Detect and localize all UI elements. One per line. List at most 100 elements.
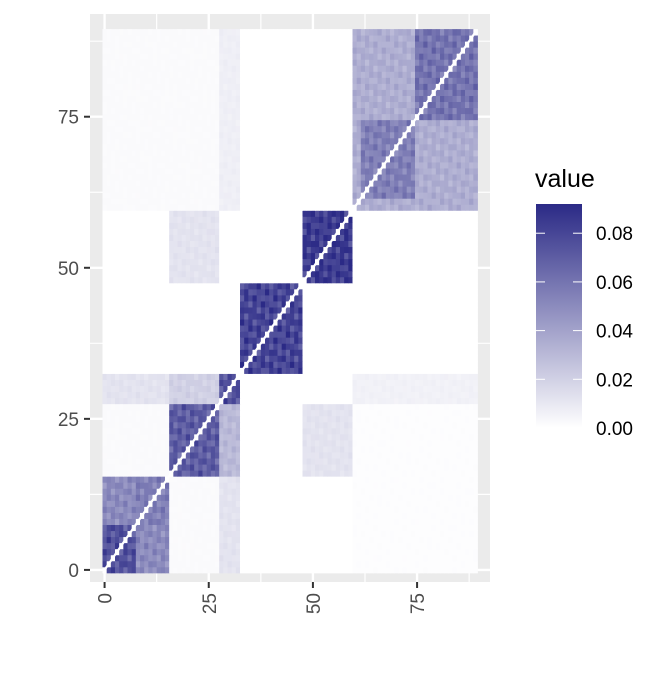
heatmap-cell: [228, 295, 233, 301]
heatmap-cell: [294, 241, 299, 247]
heatmap-cell: [123, 555, 128, 561]
heatmap-cell: [407, 470, 412, 476]
heatmap-cell: [357, 355, 362, 361]
heatmap-cell: [207, 506, 212, 512]
heatmap-cell: [357, 531, 362, 537]
heatmap-cell: [298, 458, 303, 464]
heatmap-cell: [415, 434, 420, 440]
heatmap-cell: [298, 349, 303, 355]
heatmap-cell: [107, 543, 112, 549]
heatmap-cell: [386, 319, 391, 325]
heatmap-cell: [136, 470, 141, 476]
heatmap-cell: [157, 241, 162, 247]
heatmap-cell: [119, 301, 124, 307]
heatmap-cell: [240, 319, 245, 325]
heatmap-cell: [294, 271, 299, 277]
heatmap-cell: [469, 464, 474, 470]
heatmap-cell: [236, 446, 241, 452]
heatmap-cell: [240, 537, 245, 543]
heatmap-cell: [298, 392, 303, 398]
heatmap-cell: [357, 428, 362, 434]
heatmap-cell: [173, 374, 178, 380]
heatmap-cell: [286, 440, 291, 446]
heatmap-cell: [123, 289, 128, 295]
heatmap-cell: [265, 392, 270, 398]
heatmap-cell: [207, 531, 212, 537]
heatmap-cell: [315, 355, 320, 361]
heatmap-cell: [315, 470, 320, 476]
heatmap-cell: [415, 506, 420, 512]
heatmap-cell: [382, 404, 387, 410]
heatmap-cell: [407, 337, 412, 343]
heatmap-cell: [465, 325, 470, 331]
heatmap-cell: [373, 446, 378, 452]
heatmap-cell: [411, 440, 416, 446]
heatmap-cell: [157, 386, 162, 392]
heatmap-cell: [298, 374, 303, 380]
heatmap-cell: [232, 386, 237, 392]
heatmap-cell: [190, 235, 195, 241]
heatmap-cell: [469, 283, 474, 289]
heatmap-cell: [403, 301, 408, 307]
heatmap-cell: [315, 567, 320, 573]
heatmap-cell: [207, 464, 212, 470]
heatmap-cell: [236, 283, 241, 289]
heatmap-cell: [228, 247, 233, 253]
heatmap-cell: [186, 283, 191, 289]
heatmap-cell: [211, 307, 216, 313]
heatmap-cell: [340, 361, 345, 367]
heatmap-cell: [407, 519, 412, 525]
heatmap-cell: [215, 349, 220, 355]
heatmap-cell: [269, 355, 274, 361]
heatmap-cell: [473, 277, 478, 283]
heatmap-cell: [269, 434, 274, 440]
heatmap-cell: [348, 482, 353, 488]
heatmap-cell: [448, 555, 453, 561]
heatmap-cell: [123, 295, 128, 301]
heatmap-cell: [232, 561, 237, 567]
heatmap-cell: [257, 271, 262, 277]
heatmap-cell: [340, 380, 345, 386]
heatmap-cell: [282, 386, 287, 392]
heatmap-cell: [353, 543, 358, 549]
heatmap-cell: [290, 349, 295, 355]
heatmap-cell: [273, 567, 278, 573]
heatmap-cell: [190, 446, 195, 452]
heatmap-cell: [282, 519, 287, 525]
heatmap-cell: [390, 337, 395, 343]
heatmap-cell: [369, 301, 374, 307]
heatmap-cell: [111, 289, 116, 295]
heatmap-cell: [298, 434, 303, 440]
heatmap-cell: [473, 259, 478, 265]
heatmap-cell: [344, 325, 349, 331]
heatmap-cell: [411, 343, 416, 349]
heatmap-cell: [261, 283, 266, 289]
heatmap-cell: [415, 519, 420, 525]
heatmap-cell: [390, 476, 395, 482]
heatmap-cell: [153, 482, 158, 488]
heatmap-cell: [415, 325, 420, 331]
heatmap-cell: [186, 543, 191, 549]
heatmap-cell: [132, 361, 137, 367]
heatmap-cell: [394, 416, 399, 422]
heatmap-cell: [353, 247, 358, 253]
heatmap-cell: [111, 482, 116, 488]
heatmap-cell: [457, 506, 462, 512]
heatmap-cell: [282, 506, 287, 512]
heatmap-cell: [207, 247, 212, 253]
heatmap-cell: [323, 531, 328, 537]
heatmap-cell: [103, 410, 108, 416]
heatmap-cell: [261, 488, 266, 494]
heatmap-cell: [198, 513, 203, 519]
heatmap-cell: [169, 519, 174, 525]
heatmap-cell: [448, 361, 453, 367]
heatmap-cell: [378, 555, 383, 561]
heatmap-cell: [465, 289, 470, 295]
heatmap-cell: [248, 567, 253, 573]
heatmap-cell: [211, 295, 216, 301]
heatmap-cell: [428, 241, 433, 247]
heatmap-cell: [161, 325, 166, 331]
heatmap-cell: [290, 241, 295, 247]
heatmap-cell: [232, 355, 237, 361]
heatmap-cell: [111, 398, 116, 404]
